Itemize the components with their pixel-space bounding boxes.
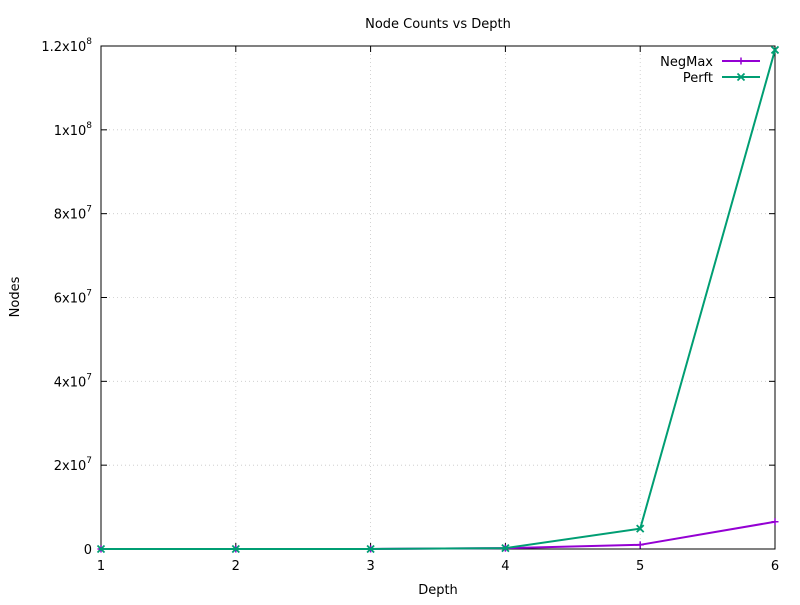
- data-point-perft: [770, 45, 780, 55]
- x-tick-label: 1: [97, 559, 105, 574]
- legend-label: Perft: [683, 71, 713, 86]
- axis-labels: Node Counts vs Depth Depth Nodes: [8, 17, 511, 598]
- y-tick-label: 1.2x108: [41, 37, 92, 55]
- y-tick-label-exponent: 7: [86, 372, 92, 382]
- y-tick-label-exponent: 8: [86, 121, 92, 131]
- y-axis-title: Nodes: [8, 276, 23, 317]
- y-tick-label-base: 1.2x10: [41, 40, 86, 55]
- y-tick-label: 1x108: [54, 121, 93, 139]
- x-tick-label: 3: [366, 559, 374, 574]
- y-tick-label-base: 6x10: [54, 292, 87, 307]
- y-tick-label-base: 0: [84, 543, 92, 558]
- y-tick-label-base: 8x10: [54, 208, 87, 223]
- y-tick-label-exponent: 7: [86, 205, 92, 215]
- y-tick-label: 6x107: [54, 289, 92, 307]
- data-point-perft: [636, 524, 645, 533]
- legend-item-perft: Perft: [683, 71, 760, 86]
- data-point-perft: [501, 544, 510, 553]
- data-point-negmax: [771, 518, 779, 526]
- gridlines: [101, 46, 775, 549]
- y-tick-label-base: 4x10: [54, 375, 87, 390]
- y-tick-label-exponent: 7: [86, 289, 92, 299]
- x-axis-title: Depth: [418, 583, 458, 598]
- data-point-perft: [231, 544, 240, 554]
- y-tick-label: 8x107: [54, 205, 92, 223]
- y-tick-label: 0: [84, 543, 92, 558]
- y-tick-label-base: 2x10: [54, 459, 87, 474]
- y-tick-label-exponent: 7: [86, 456, 92, 466]
- chart-title: Node Counts vs Depth: [365, 17, 511, 32]
- series-line-perft: [100, 49, 776, 550]
- x-tick-label: 2: [232, 559, 240, 574]
- legend-marker: [737, 57, 745, 65]
- y-tick-label-base: 1x10: [54, 124, 87, 139]
- data-point-perft: [366, 544, 375, 554]
- legend-item-negmax: NegMax: [660, 55, 760, 70]
- y-tick-label-exponent: 8: [86, 37, 92, 47]
- y-tick-label: 2x107: [54, 456, 92, 474]
- series-lines: [96, 45, 780, 554]
- data-point-negmax: [636, 541, 644, 549]
- data-point-perft: [96, 544, 106, 554]
- y-tick-label: 4x107: [54, 372, 92, 390]
- x-tick-label: 5: [636, 559, 644, 574]
- x-tick-label: 4: [501, 559, 509, 574]
- legend-label: NegMax: [660, 55, 713, 70]
- x-tick-label: 6: [771, 559, 779, 574]
- legend-marker: [736, 72, 746, 82]
